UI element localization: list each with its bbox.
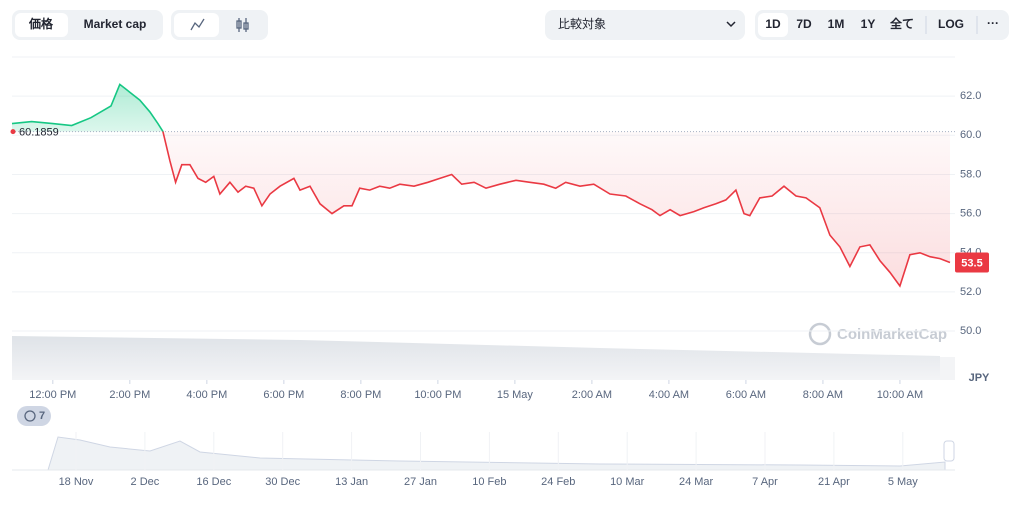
price-line (11, 83, 951, 288)
navigator-label: 24 Feb (541, 476, 575, 488)
line-icon (190, 18, 205, 31)
watermark-logo (808, 322, 832, 346)
range-button[interactable]: 全て (890, 16, 914, 31)
navigator-label: 30 Dec (265, 476, 300, 488)
navigator-label: 10 Mar (610, 476, 645, 488)
navigator-label: 10 Feb (472, 476, 506, 488)
tab-selected[interactable] (15, 13, 68, 37)
navigator-label: 24 Mar (679, 476, 714, 488)
range-selected[interactable] (758, 13, 788, 37)
navigator-label: 2 Dec (131, 476, 160, 488)
tab[interactable]: Market cap (84, 17, 147, 31)
compare-dropdown[interactable] (545, 10, 745, 40)
navigator-label: 13 Jan (335, 476, 368, 488)
navigator-label: 5 May (888, 476, 918, 488)
x-tick-label: 6:00 AM (726, 389, 766, 401)
y-tick-label: 52.0 (960, 286, 981, 298)
x-tick-label: 2:00 AM (572, 389, 612, 401)
navigator-label: 21 Apr (818, 476, 850, 488)
watermark: CoinMarketCap (837, 326, 947, 343)
chevron (726, 21, 736, 28)
navigator-label: 16 Dec (196, 476, 231, 488)
currency-label: JPY (969, 372, 990, 384)
range-button[interactable]: 1D (765, 17, 781, 31)
range-button[interactable]: 7D (796, 17, 812, 31)
volume-area (12, 336, 940, 380)
x-tick-label: 10:00 AM (877, 389, 923, 401)
reference-dot (10, 129, 16, 135)
y-tick-label: 60.0 (960, 129, 981, 141)
history-badge[interactable] (17, 406, 51, 426)
candle-icon[interactable] (236, 18, 249, 32)
y-tick-label: 56.0 (960, 208, 981, 220)
x-tick-label: 15 May (497, 389, 534, 401)
navigator-area (12, 436, 946, 471)
range-button[interactable]: 1Y (861, 17, 876, 31)
range-group (755, 10, 1009, 40)
last-value-label: 53.5 (961, 257, 982, 269)
navigator-label: 18 Nov (59, 476, 94, 488)
x-tick-label: 8:00 AM (803, 389, 843, 401)
y-tick-label: 62.0 (960, 90, 981, 102)
range-button[interactable]: 1M (828, 17, 845, 31)
x-tick-label: 6:00 PM (263, 389, 304, 401)
more-button[interactable]: ··· (987, 16, 999, 30)
history-icon (24, 410, 36, 422)
navigator-label: 27 Jan (404, 476, 437, 488)
x-tick-label: 12:00 PM (29, 389, 76, 401)
x-tick-label: 10:00 PM (414, 389, 461, 401)
log-button[interactable]: LOG (938, 17, 964, 31)
last-value-tag (955, 252, 989, 273)
x-tick-label: 8:00 PM (340, 389, 381, 401)
navigator-handle[interactable] (943, 440, 955, 462)
y-tick-label: 58.0 (960, 168, 981, 180)
x-tick-label: 2:00 PM (109, 389, 150, 401)
navigator-label: 7 Apr (752, 476, 778, 488)
tab[interactable]: 価格 (28, 16, 54, 31)
volume-area (940, 357, 955, 380)
x-tick-label: 4:00 AM (649, 389, 689, 401)
reference-label: 60.1859 (19, 127, 59, 139)
y-tick-label: 50.0 (960, 325, 981, 337)
compare-label: 比較対象 (558, 17, 606, 31)
x-tick-label: 4:00 PM (186, 389, 227, 401)
history-count: 7 (39, 410, 45, 422)
